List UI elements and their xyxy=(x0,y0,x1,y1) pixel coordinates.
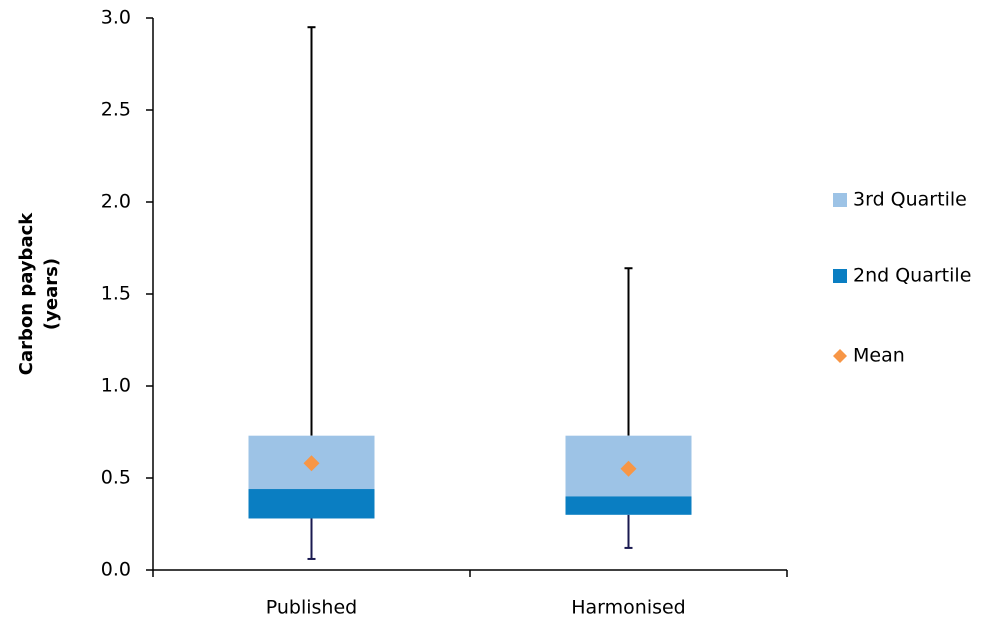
box-2nd-quartile xyxy=(248,489,375,519)
x-tick-label: Published xyxy=(266,597,357,619)
y-tick-label: 0.5 xyxy=(101,467,131,489)
legend-swatch xyxy=(833,269,847,283)
y-axis-title: Carbon payback xyxy=(16,212,37,375)
y-tick-label: 3.0 xyxy=(101,7,131,29)
legend-label: Mean xyxy=(853,345,905,367)
box-2nd-quartile xyxy=(565,496,692,515)
legend-label: 3rd Quartile xyxy=(853,189,967,211)
x-tick-label: Harmonised xyxy=(571,597,686,619)
y-tick-label: 1.5 xyxy=(101,283,131,305)
y-tick-label: 2.0 xyxy=(101,191,131,213)
y-tick-label: 1.0 xyxy=(101,375,131,397)
y-tick-label: 0.0 xyxy=(101,559,131,581)
legend-marker xyxy=(833,349,847,363)
mean-marker xyxy=(303,455,320,472)
y-tick-label: 2.5 xyxy=(101,99,131,121)
legend-swatch xyxy=(833,193,847,207)
mean-marker xyxy=(620,460,637,477)
legend-label: 2nd Quartile xyxy=(853,265,971,287)
y-axis-title: (years) xyxy=(41,258,62,330)
